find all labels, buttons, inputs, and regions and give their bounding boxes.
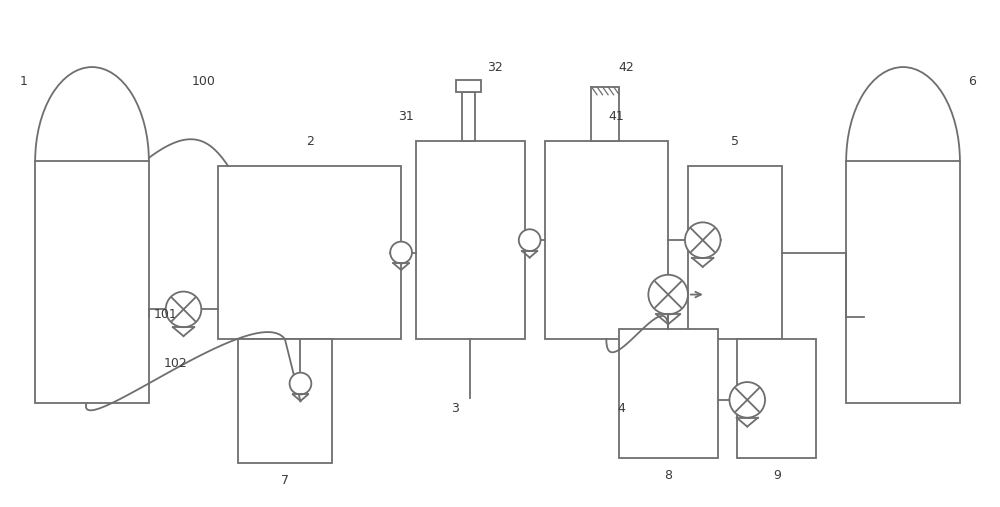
Text: 1: 1 [19,76,27,88]
Bar [619,329,718,458]
Bar [591,87,619,141]
Text: 2: 2 [306,135,314,148]
Bar [456,80,481,92]
Circle shape [519,229,541,251]
Text: 32: 32 [487,60,503,74]
Text: 41: 41 [608,110,624,123]
Bar [416,141,525,339]
Bar [688,166,782,339]
Text: 3: 3 [452,402,459,415]
Bar [737,339,816,458]
Bar [462,92,475,141]
Circle shape [685,223,721,258]
Circle shape [729,382,765,418]
Circle shape [290,373,311,394]
Bar [35,161,149,404]
Bar [545,141,668,339]
Text: 100: 100 [191,76,215,88]
Circle shape [166,292,201,327]
Text: 9: 9 [773,469,781,482]
Text: 4: 4 [617,402,625,415]
Text: 101: 101 [154,308,178,321]
Text: 5: 5 [731,135,739,148]
Text: 6: 6 [968,76,976,88]
Text: 102: 102 [164,357,187,370]
Text: 42: 42 [618,60,634,74]
Bar [846,161,960,404]
Circle shape [390,242,412,264]
Text: 7: 7 [281,474,289,487]
Text: 31: 31 [398,110,414,123]
Bar [218,166,401,339]
Circle shape [648,275,688,314]
Text: 8: 8 [664,469,672,482]
Bar [238,339,332,463]
